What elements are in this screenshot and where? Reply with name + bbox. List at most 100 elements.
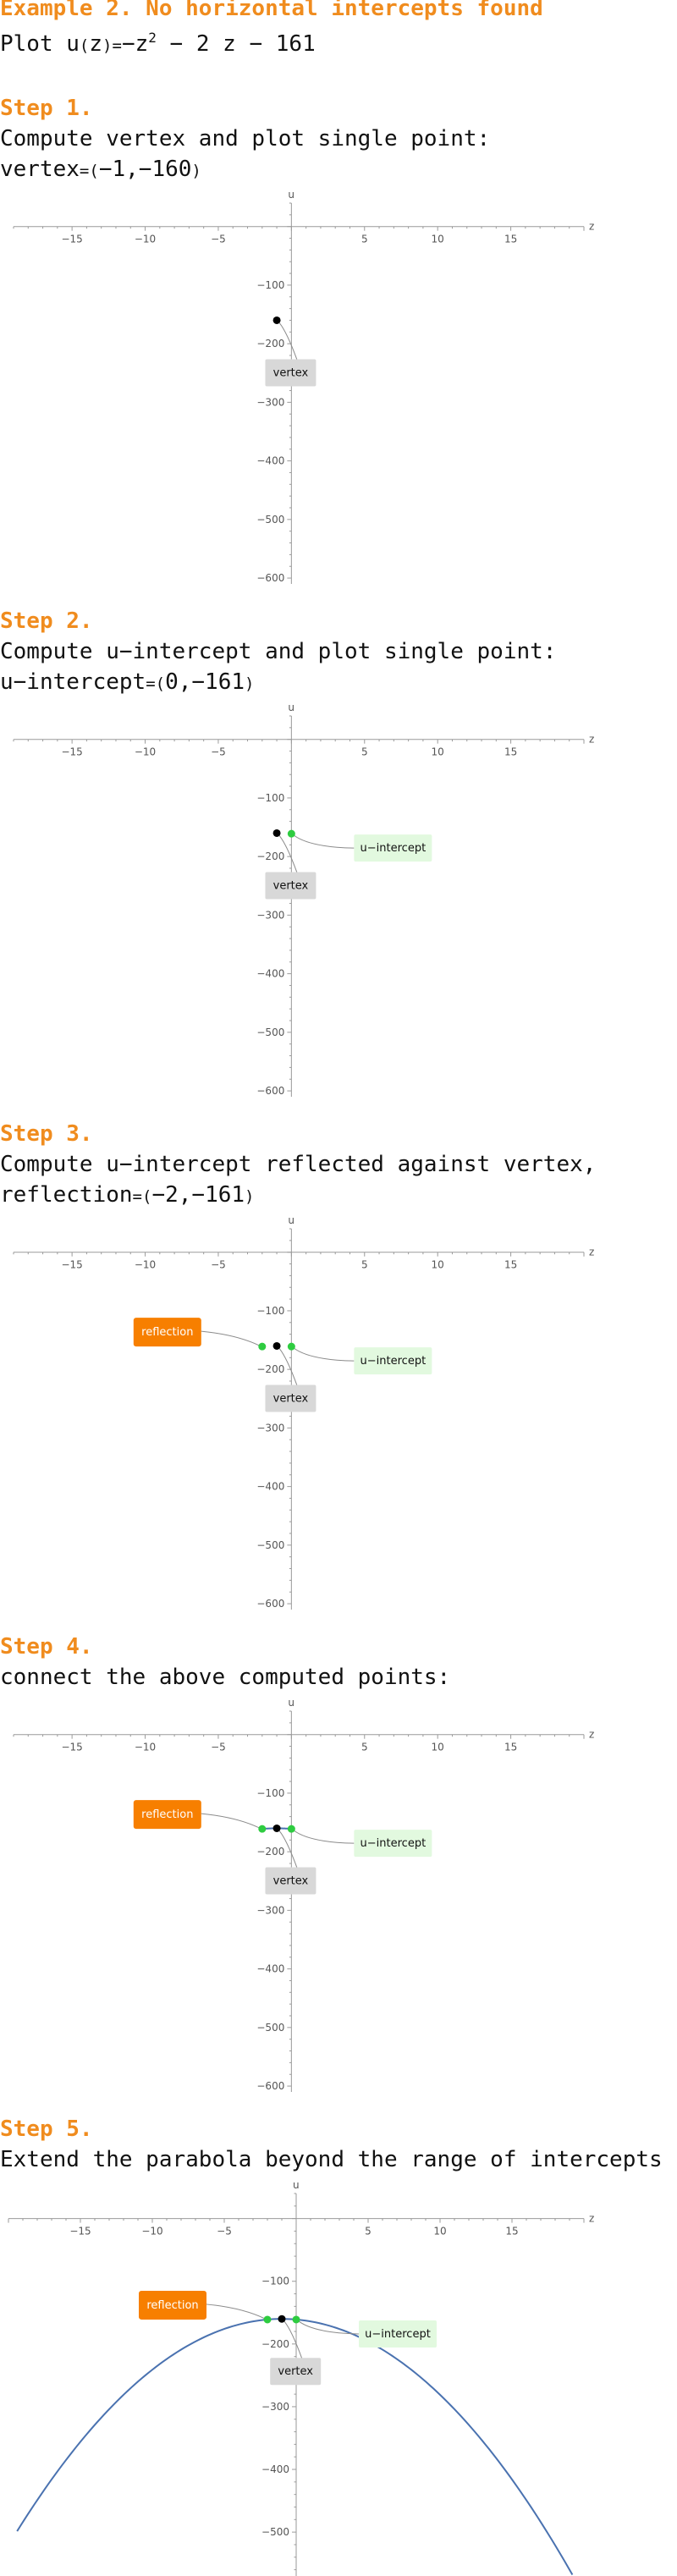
y-tick-label: −200 bbox=[256, 1363, 284, 1375]
vertex-label: vertex bbox=[273, 1874, 309, 1887]
intercept-label: u−intercept bbox=[361, 1837, 427, 1850]
y-axis-label: u bbox=[288, 702, 294, 713]
x-tick-label: 5 bbox=[361, 234, 368, 245]
x-tick-label: −10 bbox=[135, 746, 156, 758]
x-axis-label: z bbox=[589, 1729, 594, 1741]
vertex-leader-line bbox=[283, 2320, 303, 2360]
x-tick-label: −15 bbox=[61, 1742, 82, 1753]
y-axis-label: u bbox=[288, 189, 294, 201]
reflection-point bbox=[263, 2315, 272, 2324]
reflection-point bbox=[258, 1342, 267, 1351]
vertex-label-box bbox=[265, 359, 316, 387]
x-tick-label: 15 bbox=[504, 746, 517, 758]
y-tick-label: −600 bbox=[256, 2080, 284, 2092]
reflection-label: reflection bbox=[141, 1326, 193, 1339]
x-axis-label: z bbox=[589, 2213, 594, 2225]
x-tick-label: 15 bbox=[505, 2226, 518, 2237]
intercept-label-box bbox=[354, 1347, 432, 1375]
x-tick-label: 15 bbox=[504, 234, 517, 245]
y-tick-label: −500 bbox=[256, 514, 284, 526]
x-tick-label: −10 bbox=[135, 234, 156, 245]
vertex-label-box bbox=[265, 1384, 316, 1412]
vertex-label: vertex bbox=[273, 1392, 309, 1405]
intro-prefix: Plot u bbox=[0, 31, 80, 57]
vertex-point bbox=[272, 1341, 281, 1350]
intro-rp: ) bbox=[102, 36, 113, 55]
x-tick-label: 10 bbox=[432, 1742, 444, 1753]
y-tick-label: −200 bbox=[256, 1846, 284, 1858]
x-tick-label: 5 bbox=[365, 2226, 372, 2237]
formula-eq: = bbox=[79, 162, 90, 180]
reflection-point bbox=[258, 1825, 267, 1833]
y-tick-label: −200 bbox=[256, 850, 284, 862]
formula-name: vertex bbox=[0, 157, 80, 182]
y-tick-label: −400 bbox=[261, 2463, 289, 2475]
step-1-plot: z u −15 −10 −5 5 10 15 −100 −200 −300 −400 −500 −600 v… bbox=[13, 189, 594, 584]
intercept-point bbox=[287, 829, 295, 838]
step-2-plot: z u −15 −10 −5 5 10 15 −100 −200 −300 −400 −500 −600 v… bbox=[13, 702, 594, 1097]
y-tick-label: −600 bbox=[256, 572, 284, 584]
x-tick-label: 10 bbox=[432, 746, 444, 758]
intro-lp: ( bbox=[79, 36, 90, 55]
step-2-formula: u−intercept=(0,−161) bbox=[0, 669, 254, 697]
y-tick-label: −400 bbox=[256, 968, 284, 980]
x-tick-label: 15 bbox=[504, 1742, 517, 1753]
reflection-leader-line bbox=[201, 1813, 261, 1829]
x-tick-label: −10 bbox=[141, 2226, 162, 2237]
y-tick-label: −300 bbox=[256, 1904, 284, 1916]
formula-a: 0 bbox=[165, 669, 179, 695]
intro-var: z bbox=[89, 31, 103, 57]
y-tick-label: −500 bbox=[256, 1027, 284, 1038]
step-2-text: Compute u−intercept and plot single poin… bbox=[0, 639, 557, 664]
intercept-point bbox=[292, 2315, 300, 2324]
intercept-label: u−intercept bbox=[361, 842, 427, 855]
formula-a: −2 bbox=[151, 1182, 179, 1208]
x-tick-label: 5 bbox=[361, 1742, 368, 1753]
formula-b: −161 bbox=[191, 1182, 245, 1208]
formula-rp: ) bbox=[191, 162, 201, 180]
y-tick-label: −300 bbox=[261, 2401, 289, 2413]
y-tick-label: −400 bbox=[256, 455, 284, 467]
reflection-label: reflection bbox=[146, 2299, 198, 2312]
x-tick-label: 10 bbox=[432, 1259, 444, 1271]
formula-b: −161 bbox=[191, 669, 245, 695]
step-4-plot: z u −15 −10 −5 5 10 15 −100 −200 −300 −400 −500 −600 v… bbox=[13, 1697, 594, 2092]
intro-exponent: 2 bbox=[148, 30, 157, 46]
x-tick-label: −15 bbox=[69, 2226, 91, 2237]
y-tick-label: −100 bbox=[256, 1787, 284, 1799]
x-tick-label: −5 bbox=[211, 234, 226, 245]
intercept-label-box bbox=[359, 2320, 437, 2348]
intercept-label: u−intercept bbox=[361, 1355, 427, 1368]
x-axis-label: z bbox=[589, 221, 594, 233]
intercept-point bbox=[287, 1825, 295, 1833]
step-5-heading: Step 5. bbox=[0, 2116, 93, 2142]
y-tick-label: −400 bbox=[256, 1963, 284, 1975]
x-tick-label: −5 bbox=[211, 746, 226, 758]
vertex-point bbox=[278, 2315, 286, 2323]
x-tick-label: −15 bbox=[61, 234, 82, 245]
y-tick-label: −500 bbox=[256, 2022, 284, 2034]
formula-eq: = bbox=[146, 674, 156, 693]
vertex-leader-line bbox=[278, 835, 298, 874]
step-3-text: Compute u−intercept reflected against ve… bbox=[0, 1152, 597, 1177]
x-tick-label: −5 bbox=[217, 2226, 232, 2237]
vertex-leader-line bbox=[278, 1348, 298, 1387]
formula-b: −160 bbox=[138, 157, 192, 182]
formula-rp: ) bbox=[245, 1187, 255, 1206]
y-tick-label: −600 bbox=[256, 1598, 284, 1610]
intercept-label-box bbox=[354, 1830, 432, 1858]
step-5-text: Extend the parabola beyond the range of … bbox=[0, 2147, 663, 2172]
formula-a: −1 bbox=[98, 157, 126, 182]
x-axis-label: z bbox=[589, 734, 594, 746]
y-axis-label: u bbox=[288, 1214, 294, 1226]
x-tick-label: −10 bbox=[135, 1742, 156, 1753]
vertex-leader-line bbox=[278, 1830, 298, 1869]
reflection-label-box bbox=[133, 1318, 201, 1347]
step-3-heading: Step 3. bbox=[0, 1121, 93, 1147]
vertex-point bbox=[272, 1824, 281, 1832]
formula-name: reflection bbox=[0, 1182, 133, 1208]
step-2-heading: Step 2. bbox=[0, 608, 93, 634]
reflection-label-box bbox=[133, 1800, 201, 1830]
y-tick-label: −200 bbox=[261, 2338, 289, 2350]
intercept-leader-line bbox=[294, 1830, 355, 1844]
